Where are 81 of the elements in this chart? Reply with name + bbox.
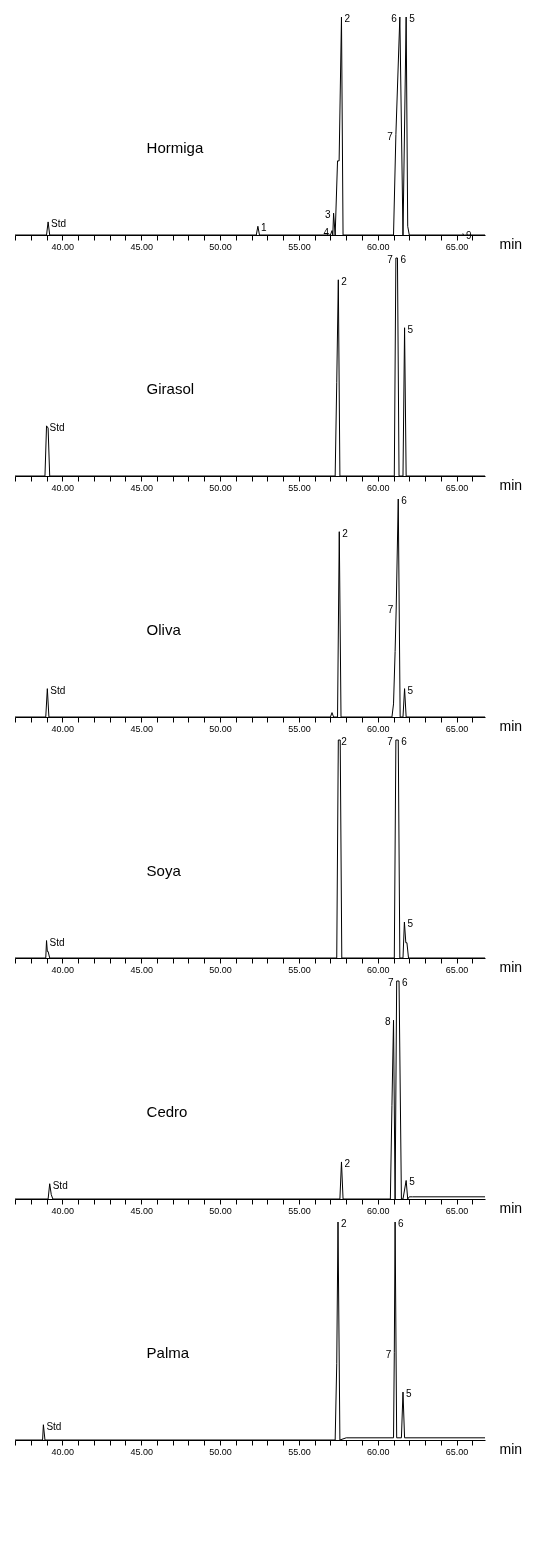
annotation: 5: [405, 1388, 412, 1400]
x-axis-title: min: [499, 1199, 523, 1216]
x-tick-label: 65.00: [445, 241, 469, 252]
x-axis-title: min: [499, 235, 523, 252]
annotation: Std: [49, 936, 65, 948]
annotation: 5: [407, 684, 414, 696]
annotation: 2: [342, 527, 349, 539]
annotation: 2: [341, 1218, 348, 1229]
x-tick-label: 45.00: [130, 241, 153, 252]
annotation: 5: [409, 13, 416, 24]
annotation: 5: [407, 918, 414, 930]
annotation: Hormiga: [146, 138, 204, 156]
annotation: 6: [401, 736, 408, 747]
annotation: 7: [387, 130, 394, 142]
annotation: 7: [387, 604, 394, 615]
x-tick-label: 50.00: [209, 1446, 232, 1457]
annotation: 6: [401, 495, 408, 506]
x-tick-label: 45.00: [130, 964, 153, 975]
x-tick-label: 45.00: [130, 723, 153, 734]
x-tick-label: 50.00: [209, 723, 232, 734]
x-tick-label: 60.00: [366, 1446, 390, 1457]
x-tick-label: 40.00: [51, 1446, 75, 1457]
annotation: 1: [260, 222, 267, 234]
x-axis-title: min: [499, 717, 523, 734]
x-tick-label: 65.00: [445, 964, 469, 975]
x-tick-label: 65.00: [445, 723, 469, 734]
annotation: 7: [387, 736, 394, 747]
x-tick-label: 40.00: [51, 964, 75, 975]
x-tick-label: 60.00: [366, 723, 390, 734]
annotation: 5: [409, 1176, 416, 1188]
annotation: 8: [384, 1016, 391, 1028]
x-tick-label: 65.00: [445, 1205, 469, 1216]
x-axis-title: min: [499, 1440, 523, 1457]
x-tick-label: 55.00: [288, 241, 311, 252]
annotation: 6: [400, 254, 407, 265]
annotation: 2: [341, 275, 348, 287]
x-tick-label: 60.00: [366, 964, 390, 975]
x-tick-label: 50.00: [209, 241, 232, 252]
annotation: 7: [388, 977, 395, 988]
x-tick-label: 65.00: [445, 1446, 469, 1457]
annotation: Cedro: [146, 1102, 188, 1120]
x-tick-label: 45.00: [130, 482, 153, 493]
x-tick-label: 50.00: [209, 964, 232, 975]
annotation: Std: [50, 684, 66, 696]
annotation: Soya: [146, 861, 182, 879]
x-tick-label: 40.00: [51, 241, 75, 252]
x-axis-title: min: [499, 476, 523, 493]
x-tick-label: 60.00: [366, 1205, 390, 1216]
x-tick-label: 45.00: [130, 1205, 153, 1216]
x-tick-label: 60.00: [366, 241, 390, 252]
annotation: Oliva: [146, 620, 182, 638]
x-tick-label: 55.00: [288, 964, 311, 975]
x-tick-label: 50.00: [209, 1205, 232, 1216]
x-tick-label: 55.00: [288, 482, 311, 493]
x-tick-label: 55.00: [288, 1446, 311, 1457]
x-tick-label: 50.00: [209, 482, 232, 493]
x-tick-label: 55.00: [288, 723, 311, 734]
annotation: 3: [325, 209, 332, 221]
x-tick-label: 65.00: [445, 482, 469, 493]
x-tick-label: 40.00: [51, 723, 75, 734]
annotation: Std: [49, 421, 65, 433]
annotation: Std: [52, 1179, 68, 1191]
annotation: 2: [344, 1157, 351, 1169]
x-tick-label: 45.00: [130, 1446, 153, 1457]
annotation: Palma: [146, 1343, 190, 1361]
annotation: 6: [391, 13, 398, 24]
annotation: 6: [402, 977, 409, 988]
x-tick-label: 60.00: [366, 482, 390, 493]
annotation: 5: [407, 323, 414, 335]
annotation: Girasol: [146, 379, 195, 397]
x-tick-label: 40.00: [51, 482, 75, 493]
x-tick-label: 55.00: [288, 1205, 311, 1216]
x-axis-title: min: [499, 958, 523, 975]
annotation: 2: [341, 736, 348, 747]
x-tick-label: 40.00: [51, 1205, 75, 1216]
annotation: 6: [398, 1218, 405, 1229]
annotation: 7: [387, 254, 394, 265]
annotation: Std: [46, 1420, 62, 1432]
annotation: Std: [51, 217, 67, 229]
annotation: 2: [344, 13, 351, 24]
annotation: 7: [385, 1348, 392, 1360]
